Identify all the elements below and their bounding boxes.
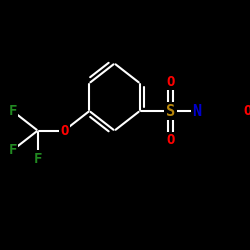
Text: O: O: [60, 124, 68, 138]
Text: O: O: [166, 75, 174, 89]
Text: O: O: [243, 104, 250, 118]
Text: S: S: [166, 104, 175, 118]
Text: O: O: [166, 133, 174, 147]
Text: F: F: [8, 104, 17, 118]
Text: F: F: [34, 152, 42, 166]
Text: F: F: [8, 143, 17, 157]
Text: N: N: [192, 104, 202, 118]
